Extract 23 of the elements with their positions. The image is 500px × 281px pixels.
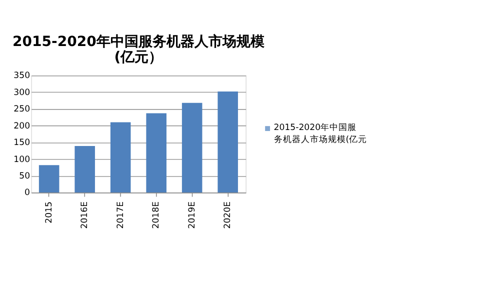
y-tick-label: 250 xyxy=(14,104,30,115)
x-tick-label: 2020E xyxy=(223,201,234,229)
x-tick-label: 2015 xyxy=(44,201,54,224)
text: (亿元） xyxy=(114,49,163,66)
x-tick-label: 2019E xyxy=(187,201,198,229)
y-tick-label: 300 xyxy=(14,88,30,98)
x-tick-label: 2017E xyxy=(116,201,126,229)
bar xyxy=(218,92,238,193)
x-tick-label: 2016E xyxy=(80,201,90,229)
y-tick-label: 150 xyxy=(14,138,30,148)
legend-label: 2015-2020年中国服务机器人市场规模(亿元 xyxy=(274,122,368,145)
x-tick-label: 2018E xyxy=(152,201,162,229)
y-tick-label: 350 xyxy=(14,71,30,82)
y-tick-label: 100 xyxy=(14,154,30,165)
y-tick-label: 200 xyxy=(14,121,30,132)
y-tick-label: 50 xyxy=(19,172,30,182)
bar xyxy=(110,122,131,193)
bar xyxy=(74,146,95,193)
y-tick-label: 0 xyxy=(24,188,30,198)
text: 2015-2020年中国服务机器人市场规模 xyxy=(12,34,264,50)
bar xyxy=(182,102,202,193)
bar xyxy=(146,113,166,193)
bar xyxy=(38,165,60,193)
